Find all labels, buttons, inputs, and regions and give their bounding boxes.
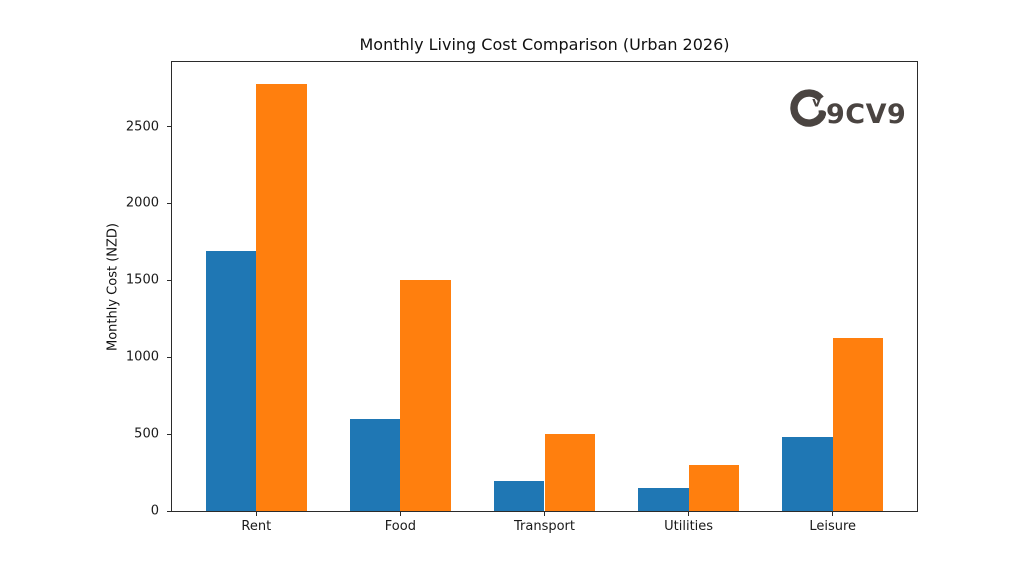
y-tick-label: 2500 xyxy=(125,119,159,135)
x-tick-label: Transport xyxy=(513,519,576,534)
plot-area: 0 500 1000 1500 2000 2500 Rent Food Transport Uti… xyxy=(126,61,918,534)
bar-food-series2 xyxy=(400,280,451,511)
y-tick-label: 1000 xyxy=(125,349,159,365)
brand-logo-letter: v xyxy=(812,95,821,111)
x-tick-mark xyxy=(832,512,834,516)
x-tick-mark xyxy=(688,512,690,516)
y-tick-label: 500 xyxy=(134,426,159,442)
x-tick-label: Leisure xyxy=(809,519,857,534)
x-tick-label: Utilities xyxy=(664,519,714,534)
chart-title: Monthly Living Cost Comparison (Urban 20… xyxy=(359,35,730,54)
bar-transport-series2 xyxy=(544,434,595,511)
bar-utilities-series1 xyxy=(638,487,689,511)
y-axis-label: Monthly Cost (NZD) xyxy=(105,222,121,352)
brand-logo-icon: v xyxy=(790,89,827,127)
bar-leisure-series1 xyxy=(782,437,833,511)
y-tick-mark xyxy=(167,433,171,435)
x-tick-mark xyxy=(399,512,401,516)
y-tick-label: 1500 xyxy=(125,272,159,288)
bar-transport-series1 xyxy=(494,481,545,511)
y-tick-mark xyxy=(167,510,171,512)
x-tick-mark xyxy=(255,512,257,516)
brand-watermark: v 9CV9 xyxy=(787,85,906,131)
y-tick-mark xyxy=(167,356,171,358)
x-tick-mark xyxy=(544,512,545,516)
y-tick-mark xyxy=(167,279,171,281)
y-tick-mark xyxy=(167,202,171,204)
x-tick-label: Food xyxy=(384,519,416,534)
x-tick-label: Rent xyxy=(241,519,272,534)
bar-rent-series1 xyxy=(205,251,257,511)
y-tick-label: 0 xyxy=(150,503,159,519)
brand-name: 9CV9 xyxy=(826,99,907,130)
bar-leisure-series2 xyxy=(832,338,884,511)
y-tick-mark xyxy=(167,126,171,128)
bar-food-series1 xyxy=(349,418,401,511)
bar-utilities-series2 xyxy=(688,464,740,511)
bar-rent-series2 xyxy=(256,83,307,511)
y-tick-label: 2000 xyxy=(125,195,159,211)
